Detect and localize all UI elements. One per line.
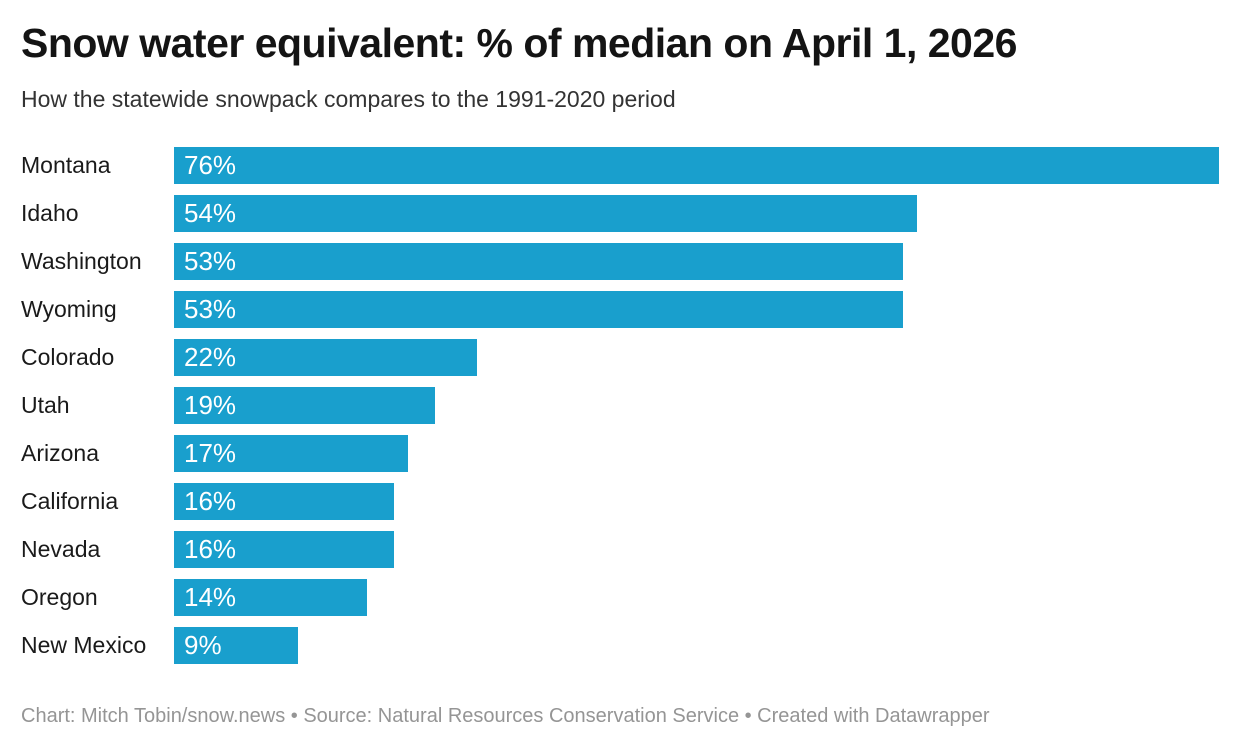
chart-footer: Chart: Mitch Tobin/snow.news • Source: N… [21, 705, 990, 727]
bar[interactable]: 16% [174, 531, 394, 568]
chart-subtitle: How the statewide snowpack compares to t… [21, 86, 676, 112]
bar-value-label: 16% [184, 486, 237, 516]
bar-value-label: 17% [184, 438, 237, 468]
chart-row: Idaho 54% [21, 195, 1219, 232]
chart-row: Montana 76% [21, 147, 1219, 184]
chart-row: Oregon 14% [21, 579, 1219, 616]
category-label: Montana [21, 152, 111, 178]
category-label: Nevada [21, 536, 101, 562]
bar[interactable]: 19% [174, 387, 435, 424]
bar[interactable]: 14% [174, 579, 367, 616]
bar-value-label: 9% [184, 630, 222, 660]
bar-value-label: 54% [184, 198, 237, 228]
chart-row: Nevada 16% [21, 531, 1219, 568]
bar-value-label: 14% [184, 582, 237, 612]
bar-plot: Montana 76% Idaho 54% Washington 53% Wyoming 53… [21, 147, 1219, 675]
bar[interactable]: 53% [174, 243, 903, 280]
bar-value-label: 16% [184, 534, 237, 564]
category-label: Utah [21, 392, 70, 418]
bar-value-label: 22% [184, 342, 237, 372]
bar[interactable]: 17% [174, 435, 408, 472]
bar-value-label: 19% [184, 390, 237, 420]
bar[interactable]: 54% [174, 195, 917, 232]
chart-row: Utah 19% [21, 387, 1219, 424]
chart-row: Wyoming 53% [21, 291, 1219, 328]
chart-title: Snow water equivalent: % of median on Ap… [21, 20, 1017, 66]
chart-row: Colorado 22% [21, 339, 1219, 376]
chart-row: New Mexico 9% [21, 627, 1219, 664]
bar[interactable]: 22% [174, 339, 477, 376]
bar[interactable]: 76% [174, 147, 1219, 184]
bar-value-label: 53% [184, 246, 237, 276]
chart-row: Washington 53% [21, 243, 1219, 280]
category-label: Arizona [21, 440, 99, 466]
bar[interactable]: 16% [174, 483, 394, 520]
category-label: Oregon [21, 584, 98, 610]
category-label: New Mexico [21, 632, 147, 658]
category-label: Wyoming [21, 296, 117, 322]
chart-row: California 16% [21, 483, 1219, 520]
category-label: Idaho [21, 200, 79, 226]
bar-value-label: 76% [184, 150, 237, 180]
category-label: California [21, 488, 119, 514]
bar-value-label: 53% [184, 294, 237, 324]
category-label: Colorado [21, 344, 115, 370]
chart-row: Arizona 17% [21, 435, 1219, 472]
bar[interactable]: 53% [174, 291, 903, 328]
category-label: Washington [21, 248, 142, 274]
bar[interactable]: 9% [174, 627, 298, 664]
